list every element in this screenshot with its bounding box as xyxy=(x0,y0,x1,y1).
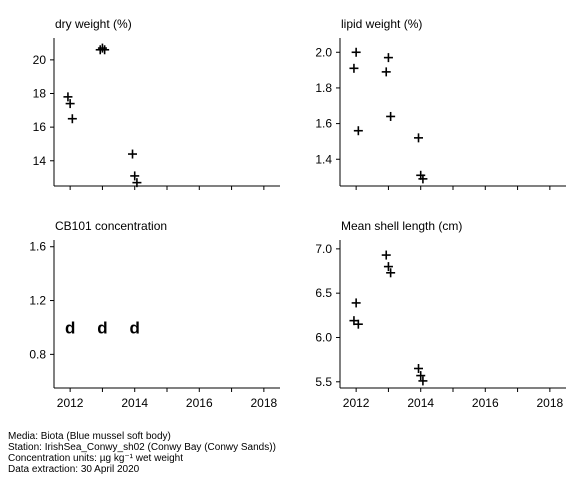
data-point xyxy=(418,174,428,184)
y-tick-label: 7.0 xyxy=(315,242,332,256)
data-point xyxy=(386,268,396,278)
data-point xyxy=(97,43,107,53)
y-tick-label: 1.8 xyxy=(315,81,332,95)
x-tick-label: 2016 xyxy=(186,396,213,410)
data-point xyxy=(100,45,110,55)
y-tick-label: 14 xyxy=(33,154,47,168)
data-point xyxy=(383,262,393,272)
y-tick-label: 18 xyxy=(33,87,47,101)
footer-station: Station: IrishSea_Conwy_sh02 (Conwy Bay … xyxy=(8,442,276,453)
x-tick-label: 2014 xyxy=(121,396,148,410)
panel-title: dry weight (%) xyxy=(55,17,132,31)
data-point xyxy=(353,319,363,329)
panel-3: CB101 concentration 0.8 1.2 1.6 2012 2014 2016… xyxy=(29,219,280,410)
data-point xyxy=(351,298,361,308)
y-tick-label: 16 xyxy=(33,120,47,134)
data-point: d xyxy=(65,318,75,337)
data-point xyxy=(414,133,424,143)
y-tick-label: 1.6 xyxy=(315,117,332,131)
data-point xyxy=(418,376,428,386)
x-tick-label: 2018 xyxy=(537,396,564,410)
footer-extraction: Data extraction: 30 April 2020 xyxy=(8,464,140,475)
chart-figure: dry weight (%) 14 16 18 20 lipid weight (%) 1.… xyxy=(29,17,566,410)
data-point xyxy=(130,171,140,181)
panel-2: lipid weight (%) 1.4 1.6 1.8 2.0 xyxy=(315,17,566,190)
panel-1: dry weight (%) 14 16 18 20 xyxy=(33,17,280,190)
panel-title: CB101 concentration xyxy=(55,219,167,233)
x-tick-label: 2014 xyxy=(407,396,434,410)
data-point xyxy=(128,149,138,159)
data-point xyxy=(381,250,391,260)
data-point xyxy=(381,67,391,77)
footer-units: Concentration units: µg kg⁻¹ wet weight xyxy=(8,453,184,464)
y-tick-label: 1.2 xyxy=(29,294,46,308)
x-tick-label: 2012 xyxy=(57,396,84,410)
data-point xyxy=(353,126,363,136)
data-point xyxy=(67,114,77,124)
x-tick-label: 2012 xyxy=(343,396,370,410)
footer-media: Media: Biota (Blue mussel soft body) xyxy=(8,431,171,442)
data-point xyxy=(386,111,396,121)
y-tick-label: 1.4 xyxy=(315,152,332,166)
panel-title: lipid weight (%) xyxy=(341,17,422,31)
panel-title: Mean shell length (cm) xyxy=(341,219,462,233)
panel-4: Mean shell length (cm) 5.5 6.0 6.5 7.0 2012 20… xyxy=(315,219,566,410)
data-point: d xyxy=(97,318,107,337)
data-point xyxy=(63,92,73,102)
x-tick-label: 2018 xyxy=(251,396,278,410)
y-tick-label: 1.6 xyxy=(29,240,46,254)
y-tick-label: 6.0 xyxy=(315,330,332,344)
data-point: d xyxy=(130,318,140,337)
x-tick-label: 2016 xyxy=(472,396,499,410)
data-point xyxy=(65,99,75,109)
data-point xyxy=(383,53,393,63)
data-point xyxy=(416,371,426,381)
y-tick-label: 0.8 xyxy=(29,347,46,361)
footer-notes: Media: Biota (Blue mussel soft body) Sta… xyxy=(8,431,276,475)
data-point xyxy=(349,63,359,73)
data-point xyxy=(132,178,142,188)
y-tick-label: 2.0 xyxy=(315,45,332,59)
data-point xyxy=(414,364,424,374)
y-tick-label: 6.5 xyxy=(315,286,332,300)
y-tick-label: 5.5 xyxy=(315,375,332,389)
y-tick-label: 20 xyxy=(33,53,47,67)
data-point xyxy=(351,47,361,57)
